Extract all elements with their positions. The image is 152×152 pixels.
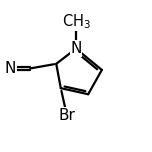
Text: Br: Br: [58, 108, 75, 123]
Text: N: N: [5, 61, 16, 76]
Text: N: N: [70, 41, 82, 56]
Text: CH$_3$: CH$_3$: [62, 12, 90, 31]
